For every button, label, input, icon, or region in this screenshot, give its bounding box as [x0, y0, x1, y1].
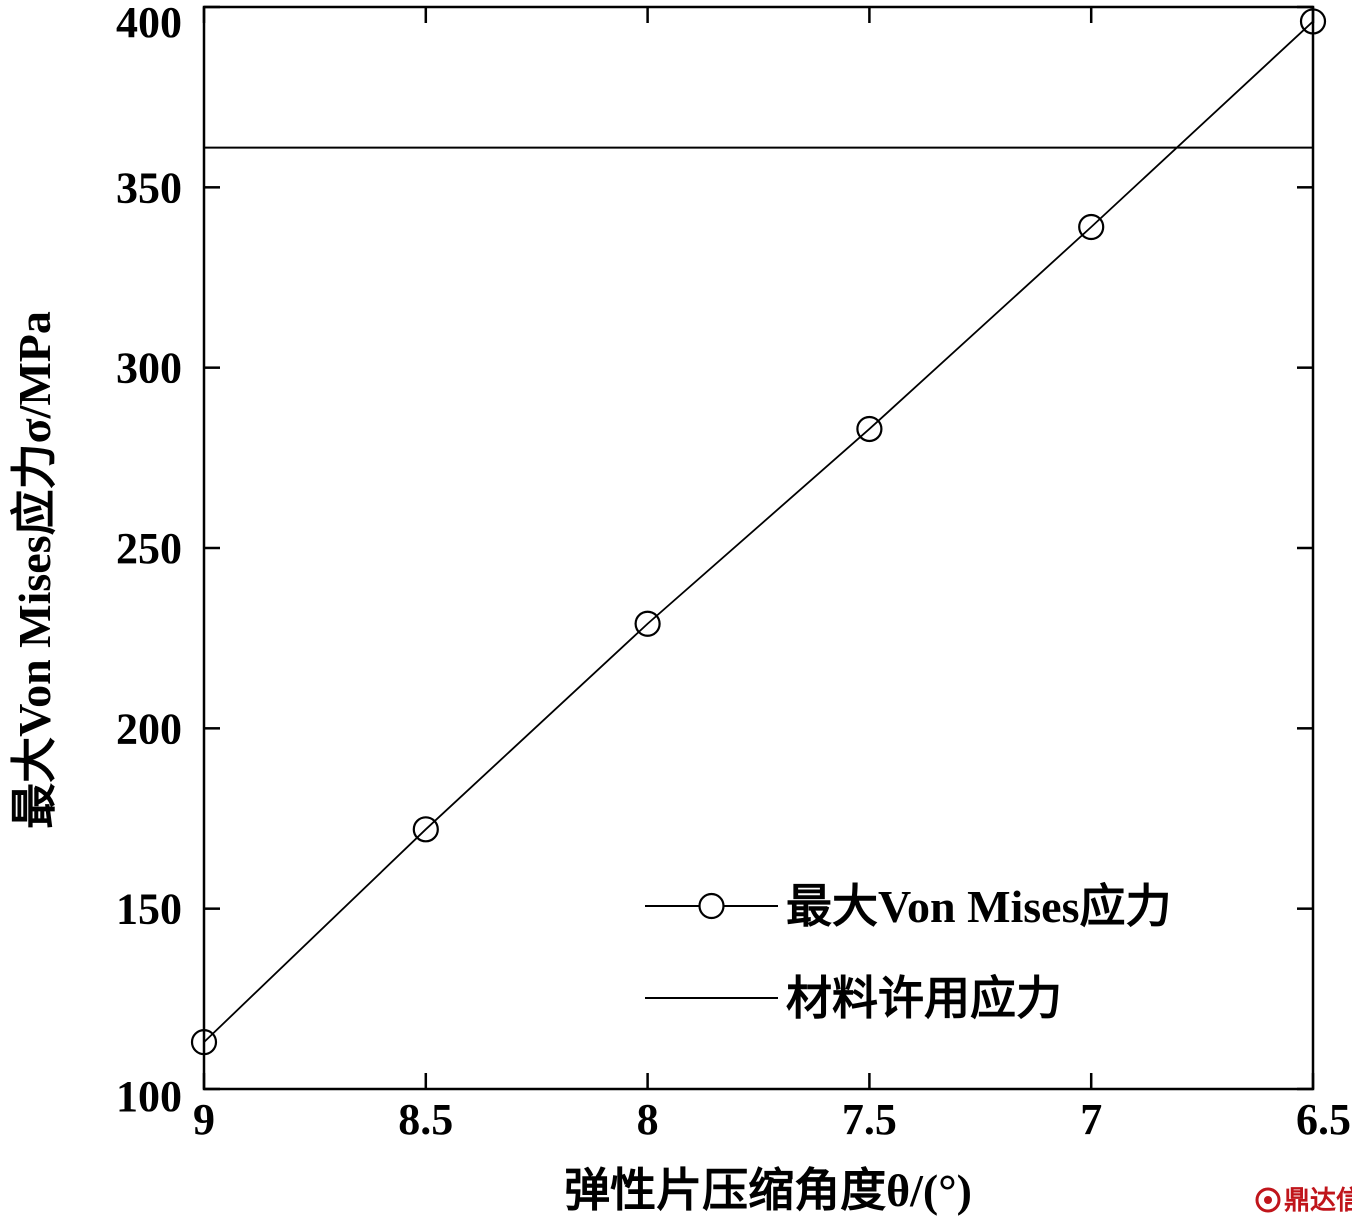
- axes-layer: 9 8.5 8 7.5 7 6.5 100 150 200 250 300 350 400: [116, 0, 1351, 1144]
- max-stress-line: [203, 20, 1314, 1043]
- x-tick-label: 9: [193, 1095, 215, 1144]
- x-tick-label: 7.5: [842, 1095, 897, 1144]
- legend-label: 材料许用应力: [786, 973, 1062, 1024]
- x-axis-title: 弹性片压缩角度θ/(°): [564, 1165, 972, 1216]
- max-stress-point: [1078, 213, 1105, 241]
- watermark-logo: 鼎达信: [1255, 1185, 1352, 1215]
- y-tick-label: 150: [116, 885, 182, 934]
- x-tick-label: 8.5: [398, 1095, 453, 1144]
- watermark-seal-dot: [1264, 1196, 1272, 1204]
- y-tick-label: 250: [116, 524, 182, 573]
- max-stress-point: [634, 610, 661, 637]
- y-tick-label: 200: [116, 704, 182, 753]
- y-tick-label: 400: [116, 0, 182, 47]
- y-tick-label: 100: [116, 1072, 182, 1121]
- legend-marker-circle: [698, 892, 725, 920]
- x-tick-label: 6.5: [1296, 1095, 1351, 1144]
- plot-layer: [190, 8, 1327, 1056]
- watermark-text: 鼎达信: [1284, 1185, 1352, 1215]
- x-tick-label: 8: [637, 1095, 659, 1144]
- y-axis-title: 最大Von Mises应力σ/MPa: [9, 311, 60, 829]
- y-tick-label: 300: [116, 344, 182, 393]
- x-tick-label: 7: [1080, 1095, 1102, 1144]
- y-tick-label: 350: [116, 163, 182, 212]
- max-stress-point: [856, 415, 883, 443]
- max-stress-point: [412, 816, 439, 843]
- watermark-seal-icon: [1255, 1187, 1281, 1213]
- legend-label: 最大Von Mises应力: [786, 881, 1172, 932]
